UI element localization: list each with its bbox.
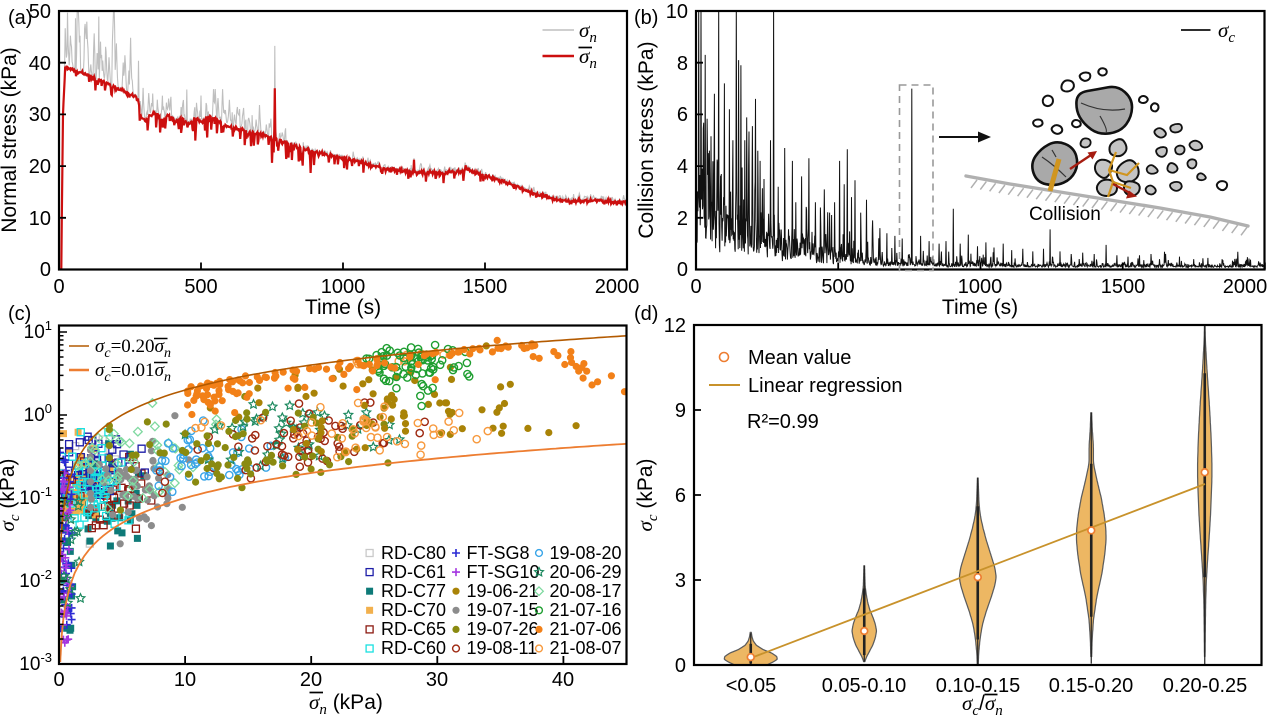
svg-text:500: 500 bbox=[184, 276, 217, 298]
svg-text:50: 50 bbox=[29, 1, 51, 23]
svg-text:0.15-0.20: 0.15-0.20 bbox=[1049, 675, 1134, 697]
svg-text:21-07-16: 21-07-16 bbox=[550, 600, 622, 620]
svg-text:0.10-0.15: 0.10-0.15 bbox=[936, 675, 1021, 697]
svg-text:20-06-29: 20-06-29 bbox=[550, 562, 622, 582]
svg-text:(a): (a) bbox=[8, 7, 32, 29]
svg-text:1000: 1000 bbox=[321, 276, 366, 298]
svg-text:40: 40 bbox=[552, 669, 574, 691]
svg-text:1000: 1000 bbox=[958, 276, 1003, 298]
svg-text:RD-C77: RD-C77 bbox=[381, 581, 446, 601]
svg-text:(b): (b) bbox=[634, 7, 658, 29]
svg-text:6: 6 bbox=[675, 485, 686, 507]
svg-text:6: 6 bbox=[677, 104, 688, 126]
svg-text:21-07-06: 21-07-06 bbox=[550, 619, 622, 639]
svg-text:1500: 1500 bbox=[463, 276, 508, 298]
svg-text:2000: 2000 bbox=[1223, 276, 1268, 298]
svg-text:Time (s): Time (s) bbox=[942, 296, 1018, 319]
svg-text:20-08-17: 20-08-17 bbox=[550, 581, 622, 601]
svg-text:Normal stress (kPa): Normal stress (kPa) bbox=[0, 47, 21, 233]
svg-text:10: 10 bbox=[666, 1, 688, 23]
svg-text:R²=0.99: R²=0.99 bbox=[747, 411, 819, 433]
svg-text:0: 0 bbox=[677, 259, 688, 281]
svg-text:0: 0 bbox=[40, 259, 51, 281]
svg-text:(c): (c) bbox=[8, 303, 31, 325]
svg-text:0: 0 bbox=[53, 276, 64, 298]
svg-text:σc=0.20σn: σc=0.20σn bbox=[95, 336, 171, 361]
svg-text:12: 12 bbox=[664, 315, 686, 337]
svg-text:RD-C65: RD-C65 bbox=[381, 619, 446, 639]
svg-text:10: 10 bbox=[174, 669, 196, 691]
svg-text:RD-C80: RD-C80 bbox=[381, 543, 446, 563]
svg-text:8: 8 bbox=[677, 53, 688, 75]
svg-text:<0.05: <0.05 bbox=[726, 675, 777, 697]
svg-text:σc/σn: σc/σn bbox=[962, 691, 1003, 719]
svg-text:0: 0 bbox=[53, 669, 64, 691]
svg-text:RD-C70: RD-C70 bbox=[381, 600, 446, 620]
svg-text:30: 30 bbox=[426, 669, 448, 691]
svg-text:FT-SG10: FT-SG10 bbox=[467, 562, 540, 582]
svg-text:RD-C61: RD-C61 bbox=[381, 562, 446, 582]
svg-text:Mean value: Mean value bbox=[748, 347, 851, 369]
svg-text:10: 10 bbox=[29, 208, 51, 230]
svg-text:19-06-21: 19-06-21 bbox=[467, 581, 539, 601]
svg-text:σc=0.01σn: σc=0.01σn bbox=[95, 360, 171, 385]
svg-text:0.05-0.10: 0.05-0.10 bbox=[822, 675, 907, 697]
svg-text:2000: 2000 bbox=[595, 276, 640, 298]
svg-text:30: 30 bbox=[29, 104, 51, 126]
svg-text:2: 2 bbox=[677, 208, 688, 230]
svg-text:Collision stress (kPa): Collision stress (kPa) bbox=[635, 41, 658, 238]
svg-text:0: 0 bbox=[690, 276, 701, 298]
svg-text:Time (s): Time (s) bbox=[305, 296, 381, 319]
svg-text:Linear regression: Linear regression bbox=[748, 375, 903, 397]
svg-text:40: 40 bbox=[29, 53, 51, 75]
svg-text:4: 4 bbox=[677, 156, 688, 178]
svg-text:0: 0 bbox=[675, 655, 686, 677]
svg-text:σn (kPa): σn (kPa) bbox=[309, 690, 383, 718]
svg-text:FT-SG8: FT-SG8 bbox=[467, 543, 530, 563]
svg-text:21-08-07: 21-08-07 bbox=[550, 638, 622, 658]
svg-text:3: 3 bbox=[675, 570, 686, 592]
svg-text:σc (kPa): σc (kPa) bbox=[633, 458, 661, 531]
svg-text:500: 500 bbox=[821, 276, 854, 298]
svg-text:20: 20 bbox=[29, 156, 51, 178]
svg-text:19-07-26: 19-07-26 bbox=[467, 619, 539, 639]
svg-text:19-08-11: 19-08-11 bbox=[467, 638, 538, 658]
svg-text:9: 9 bbox=[675, 400, 686, 422]
svg-text:19-08-20: 19-08-20 bbox=[550, 543, 622, 563]
svg-text:σc (kPa): σc (kPa) bbox=[0, 458, 23, 531]
svg-text:20: 20 bbox=[300, 669, 322, 691]
svg-text:19-07-15: 19-07-15 bbox=[467, 600, 539, 620]
svg-text:(d): (d) bbox=[634, 303, 658, 325]
svg-text:RD-C60: RD-C60 bbox=[381, 638, 446, 658]
svg-text:1500: 1500 bbox=[1101, 276, 1146, 298]
svg-text:Collision: Collision bbox=[1029, 204, 1101, 225]
svg-text:0.20-0.25: 0.20-0.25 bbox=[1163, 675, 1248, 697]
